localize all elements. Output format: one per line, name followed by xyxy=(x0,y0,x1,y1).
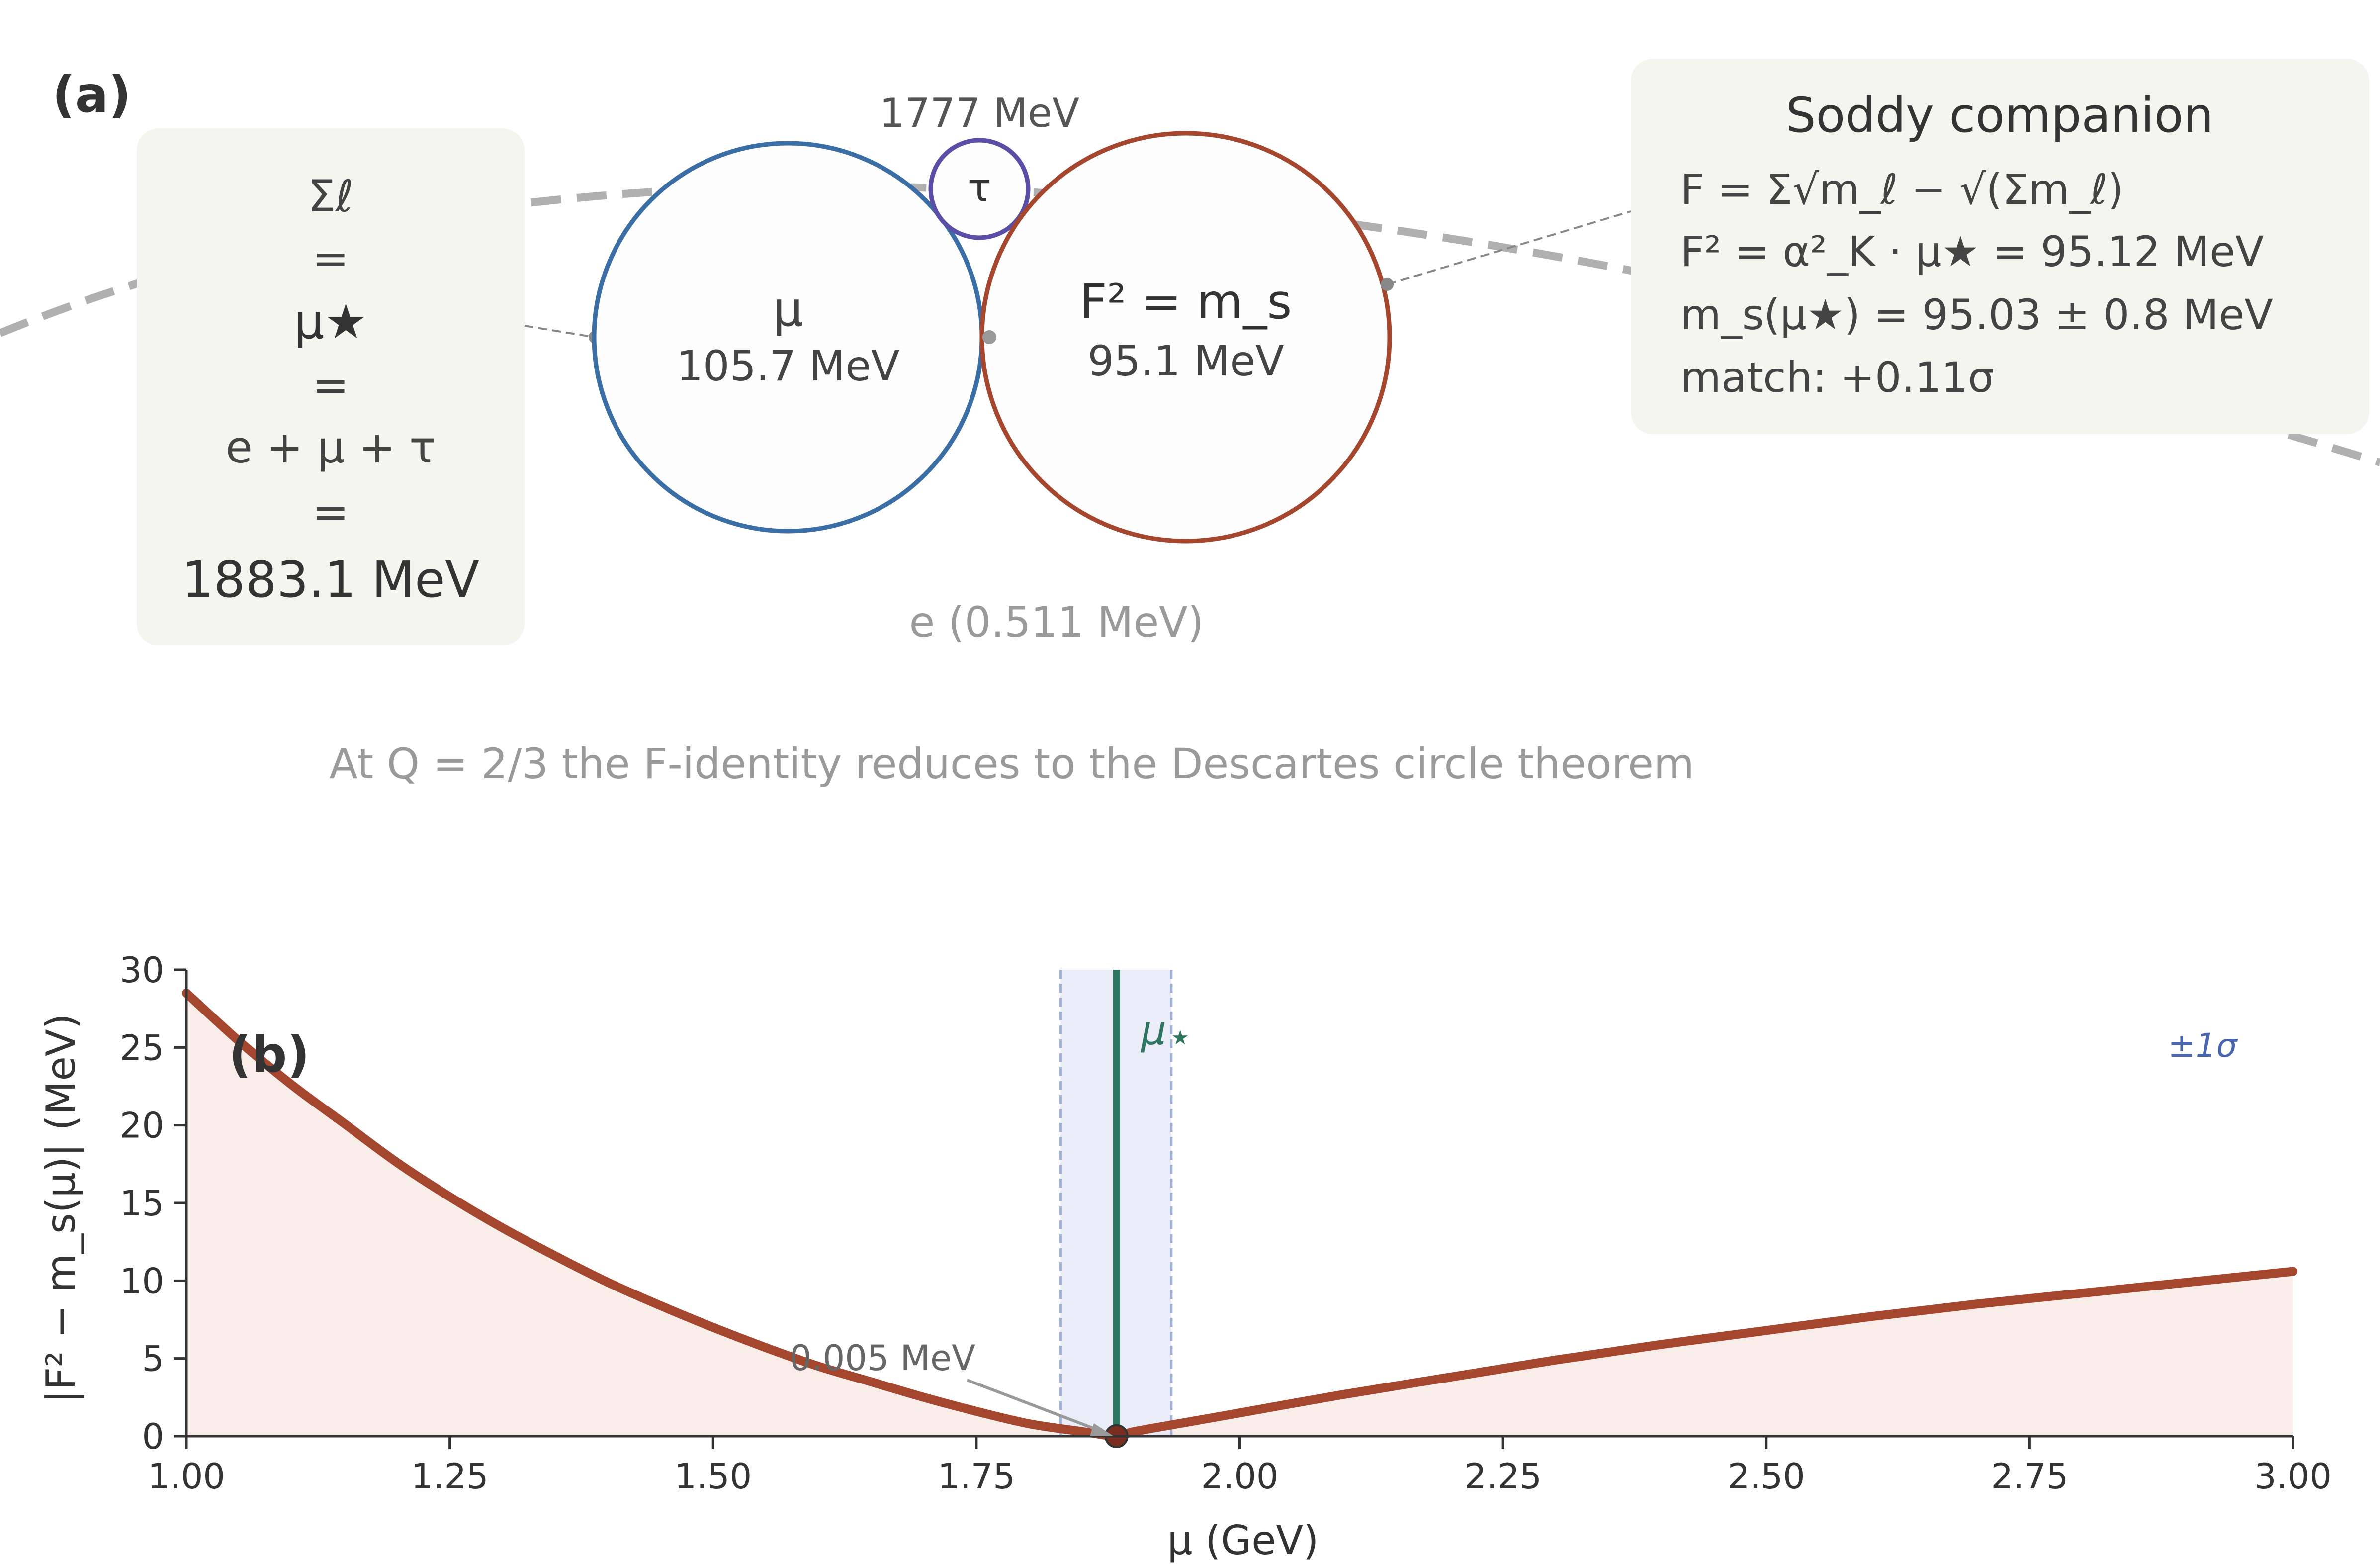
minimum-annotation: 0.005 MeV xyxy=(790,1338,975,1379)
soddy-connector xyxy=(1387,210,1631,285)
x-tick-label-3: 1.75 xyxy=(938,1456,1015,1497)
band-label: ±1σ xyxy=(2168,1026,2238,1065)
mu-star-label: μ ★ xyxy=(1140,1008,1189,1054)
x-tick-label-2: 1.50 xyxy=(674,1456,752,1497)
sum-line-6: 1883.1 MeV xyxy=(182,551,479,609)
sum-line-5: = xyxy=(312,486,349,538)
mu-mass: 105.7 MeV xyxy=(677,342,900,390)
sum-line-2: μ★ xyxy=(294,294,367,350)
sum-box xyxy=(137,128,525,645)
sum-box-lines: Σℓ = μ★ = e + μ + τ = 1883.1 MeV xyxy=(182,171,479,609)
y-tick-label-6: 30 xyxy=(120,950,164,991)
x-tick-label-0: 1.00 xyxy=(148,1456,225,1497)
mu-star-symbol: μ xyxy=(1140,1008,1166,1054)
sum-line-3: = xyxy=(312,360,349,411)
sum-line-1: = xyxy=(312,233,349,284)
plot-axes: 1.00 1.25 1.50 1.75 2.00 2.25 2.50 2.75 3.00 0 5 10… xyxy=(120,950,2332,1497)
soddy-line-3: match: +0.11σ xyxy=(1680,353,1994,402)
x-axis-label: μ (GeV) xyxy=(1167,1517,1319,1564)
soddy-lines: F = Σ√m_ℓ − √(Σm_ℓ) F² = α²_K · μ★ = 95.… xyxy=(1680,165,2273,402)
curve-fill-area xyxy=(186,993,2293,1436)
panel-a-label: (a) xyxy=(52,66,131,124)
y-tick-label-1: 5 xyxy=(142,1339,164,1380)
annotation-arrow xyxy=(966,1379,1105,1434)
x-tick-label-5: 2.25 xyxy=(1464,1456,1542,1497)
companion-circle xyxy=(979,131,1392,544)
y-tick-label-5: 25 xyxy=(120,1027,164,1068)
tau-mass: 1777 MeV xyxy=(880,90,1079,136)
companion-mass: 95.1 MeV xyxy=(1087,337,1284,385)
tau-circle xyxy=(928,138,1031,240)
y-tick-label-4: 20 xyxy=(120,1106,164,1146)
y-tick-label-3: 15 xyxy=(120,1183,164,1224)
tau-symbol: τ xyxy=(968,165,991,211)
sum-connector xyxy=(524,325,595,338)
electron-label: e (0.511 MeV) xyxy=(909,598,1204,646)
sum-line-4: e + μ + τ xyxy=(226,422,436,473)
panel-a-caption: At Q = 2/3 the F-identity reduces to the… xyxy=(329,739,1694,788)
y-axis-label: |F² − m_s(μ)| (MeV) xyxy=(38,1014,85,1403)
sum-line-0: Σℓ xyxy=(308,171,353,222)
x-tick-label-8: 3.00 xyxy=(2254,1456,2332,1497)
soddy-box xyxy=(1631,59,2369,434)
soddy-line-1: F² = α²_K · μ★ = 95.12 MeV xyxy=(1680,227,2264,276)
panel-a: (a) Σℓ = μ★ = e + μ + τ = 1883.1 MeV μ 1… xyxy=(0,59,2380,788)
soddy-line-2: m_s(μ★) = 95.03 ± 0.8 MeV xyxy=(1680,290,2273,339)
tangent-dot xyxy=(982,330,996,344)
x-tick-label-4: 2.00 xyxy=(1201,1456,1279,1497)
soddy-line-0: F = Σ√m_ℓ − √(Σm_ℓ) xyxy=(1680,165,2124,214)
companion-symbol: F² = m_s xyxy=(1080,274,1292,330)
x-tick-label-1: 1.25 xyxy=(411,1456,489,1497)
panel-b-label: (b) xyxy=(229,1025,310,1084)
y-tick-label-0: 0 xyxy=(142,1416,164,1457)
mu-circle xyxy=(592,141,984,534)
mu-symbol: μ xyxy=(773,281,803,337)
mu-star-subscript: ★ xyxy=(1171,1026,1189,1049)
plot-underlay xyxy=(186,970,2293,1436)
residual-curve xyxy=(182,988,2297,1441)
panel-b: 1.00 1.25 1.50 1.75 2.00 2.25 2.50 2.75 3.00 0 5 10… xyxy=(38,950,2332,1564)
x-tick-label-7: 2.75 xyxy=(1991,1456,2068,1497)
annotation-arrowhead xyxy=(1090,1423,1114,1436)
y-tick-label-2: 10 xyxy=(120,1261,164,1301)
x-tick-label-6: 2.50 xyxy=(1728,1456,1805,1497)
soddy-title: Soddy companion xyxy=(1786,88,2214,143)
